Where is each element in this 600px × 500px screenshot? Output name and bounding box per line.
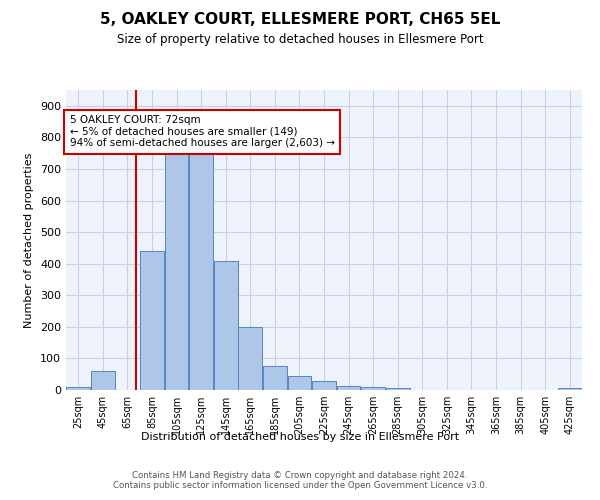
Bar (386, 388, 410, 390)
Text: 5 OAKLEY COURT: 72sqm
← 5% of detached houses are smaller (149)
94% of semi-deta: 5 OAKLEY COURT: 72sqm ← 5% of detached h… (70, 116, 335, 148)
Bar (361, 387, 385, 390)
Text: 5, OAKLEY COURT, ELLESMERE PORT, CH65 5EL: 5, OAKLEY COURT, ELLESMERE PORT, CH65 5E… (100, 12, 500, 28)
Bar (312, 382, 336, 390)
Bar (214, 260, 238, 390)
Text: Distribution of detached houses by size in Ellesmere Port: Distribution of detached houses by size … (141, 432, 459, 442)
Bar (287, 376, 311, 390)
Text: Size of property relative to detached houses in Ellesmere Port: Size of property relative to detached ho… (116, 32, 484, 46)
Bar (140, 251, 164, 390)
Bar (238, 327, 262, 390)
Bar (190, 153, 213, 390)
Bar (91, 371, 115, 390)
Bar (67, 387, 90, 390)
Bar (263, 366, 287, 390)
Y-axis label: Number of detached properties: Number of detached properties (25, 152, 34, 328)
Bar (165, 153, 188, 390)
Bar (558, 388, 581, 390)
Bar (337, 386, 361, 390)
Text: Contains HM Land Registry data © Crown copyright and database right 2024.
Contai: Contains HM Land Registry data © Crown c… (113, 470, 487, 490)
